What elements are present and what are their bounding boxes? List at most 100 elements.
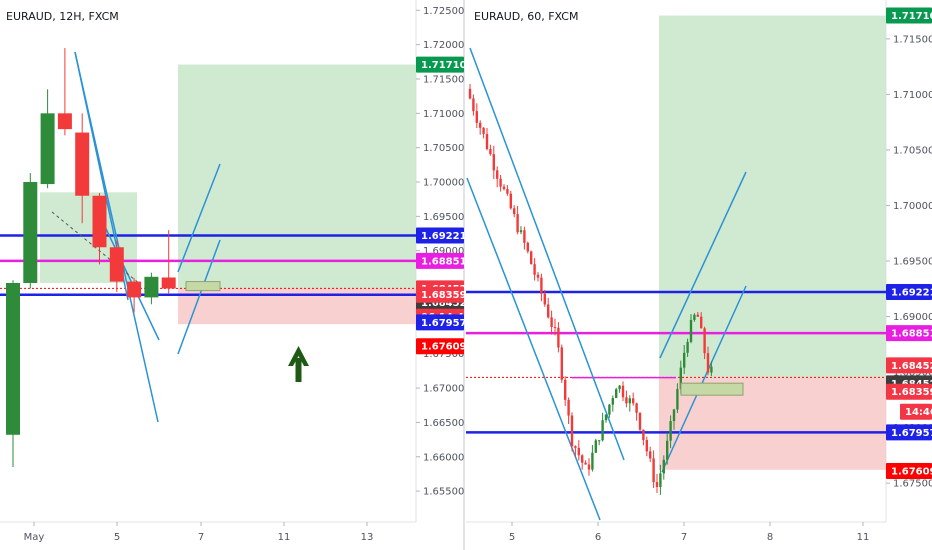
y-tick-label: 1.72500 [423,6,464,17]
price-tag-label: 1.71710 [891,11,932,22]
candle [652,450,655,488]
candle [536,271,540,282]
price-tag: 1.68851 [416,252,467,269]
candle-body [530,251,533,265]
y-tick-label: 1.70000 [893,201,932,212]
candle-body [706,353,710,373]
x-tick-label: 5 [509,532,515,543]
price-tag-label: 1.68452 [421,298,467,309]
channel-line [177,239,221,355]
candle [502,184,506,191]
right-chart[interactable]: 1.71500 1.71000 1.70500 1.70000 1.69500 1.690… [466,7,932,543]
candle-body [632,398,635,404]
candle-body [584,462,587,465]
price-tag-label: 1.67957 [891,428,932,439]
candle-body [642,429,645,440]
candle [479,120,482,135]
candle-body [92,195,107,248]
candle [608,404,611,418]
candle [672,408,676,430]
candle [127,278,142,313]
candle-body [519,230,523,233]
candle-body [662,459,665,474]
y-tick-label: 1.66000 [423,452,464,463]
candle [594,438,597,454]
candle-body [581,455,584,463]
candle-body [536,274,540,278]
price-tag-bg [416,286,464,303]
candle-body [604,414,608,421]
candle-body [6,282,20,435]
candle-body [655,482,659,488]
price-tag: 1.68359 [416,286,467,303]
price-tag: 1.67957 [886,424,932,441]
x-tick-label: 6 [595,532,601,543]
price-tag-bg [416,314,464,331]
price-tag-bg [416,56,464,73]
price-tag-label: 1.68359 [421,290,467,301]
candle [577,440,580,461]
candle [621,381,625,401]
candle-body [564,379,567,400]
channel-line [98,213,160,341]
candle [662,455,665,480]
candle [23,173,38,289]
candle-body [659,473,662,488]
candle-body [598,440,601,442]
candle-body [533,264,536,275]
y-tick-label: 1.69500 [893,257,932,268]
candle [642,429,645,446]
candle [482,127,485,139]
candle-body [472,98,475,112]
y-tick-label: 1.70000 [423,178,464,189]
right-chart-title: EURAUD, 60, FXCM [474,10,578,23]
candle-body [608,404,611,415]
price-tag-bg [886,7,932,24]
candle-body [666,440,669,460]
target-zone [659,15,886,378]
candle [472,94,475,116]
price-tag-bg [886,463,932,480]
left-chart-title: EURAUD, 12H, FXCM [6,10,119,23]
candle-body [144,276,159,298]
x-tick-label: 11 [278,532,291,543]
candle [553,318,557,336]
candle [659,464,662,495]
candle-body [577,447,580,456]
price-tag-bg [886,357,932,374]
candle-body [502,186,506,190]
candle-body [679,367,682,390]
candle-body [547,304,550,318]
candle-body [560,347,563,380]
price-tag-label: 14:46 [905,407,932,418]
candle [706,346,710,376]
price-tag: 1.69221 [886,283,932,300]
price-tag-label: 1.68359 [891,387,932,398]
candle [628,395,631,412]
candle-body [496,170,499,179]
candle [611,395,614,412]
candle-body [479,122,482,128]
candle [618,384,621,393]
candle [669,415,672,449]
candle-body [550,317,553,327]
candle [581,454,584,470]
candle-body [696,314,699,317]
candle-body [567,399,570,416]
candle-body [482,127,485,134]
candle [560,344,563,383]
candle [540,273,543,302]
candle-body [710,366,713,373]
price-tag-label: 1.67957 [421,318,467,329]
candle-body [621,385,625,398]
candle [109,240,124,292]
arrow-shaft [295,358,302,382]
left-chart[interactable]: 1.72500 1.72000 1.71500 1.71000 1.70500 1.700… [0,6,471,543]
price-tag: 1.69221 [416,227,467,244]
candle-body [526,242,529,252]
price-tag: 1.71710 [886,7,932,24]
candle [499,175,502,192]
candle-body [683,352,686,368]
